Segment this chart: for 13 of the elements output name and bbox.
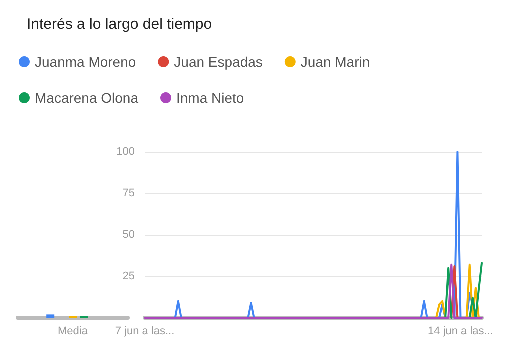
legend-label: Juan Espadas — [174, 54, 263, 70]
legend-label: Macarena Olona — [35, 90, 139, 106]
x-tick-label: 14 jun a las... — [428, 326, 494, 338]
legend-label: Juanma Moreno — [35, 54, 136, 70]
chart-title: Interés a lo largo del tiempo — [27, 16, 212, 33]
y-tick-label: 50 — [122, 229, 135, 241]
y-tick-label: 25 — [122, 270, 135, 282]
x-tick-label: 7 jun a las... — [115, 326, 175, 338]
legend-label: Juan Marin — [300, 54, 370, 70]
legend-label: Inma Nieto — [176, 90, 244, 106]
x-tick-label: Media — [58, 326, 89, 338]
y-tick-label: 75 — [122, 188, 135, 200]
y-tick-label: 100 — [116, 146, 135, 158]
